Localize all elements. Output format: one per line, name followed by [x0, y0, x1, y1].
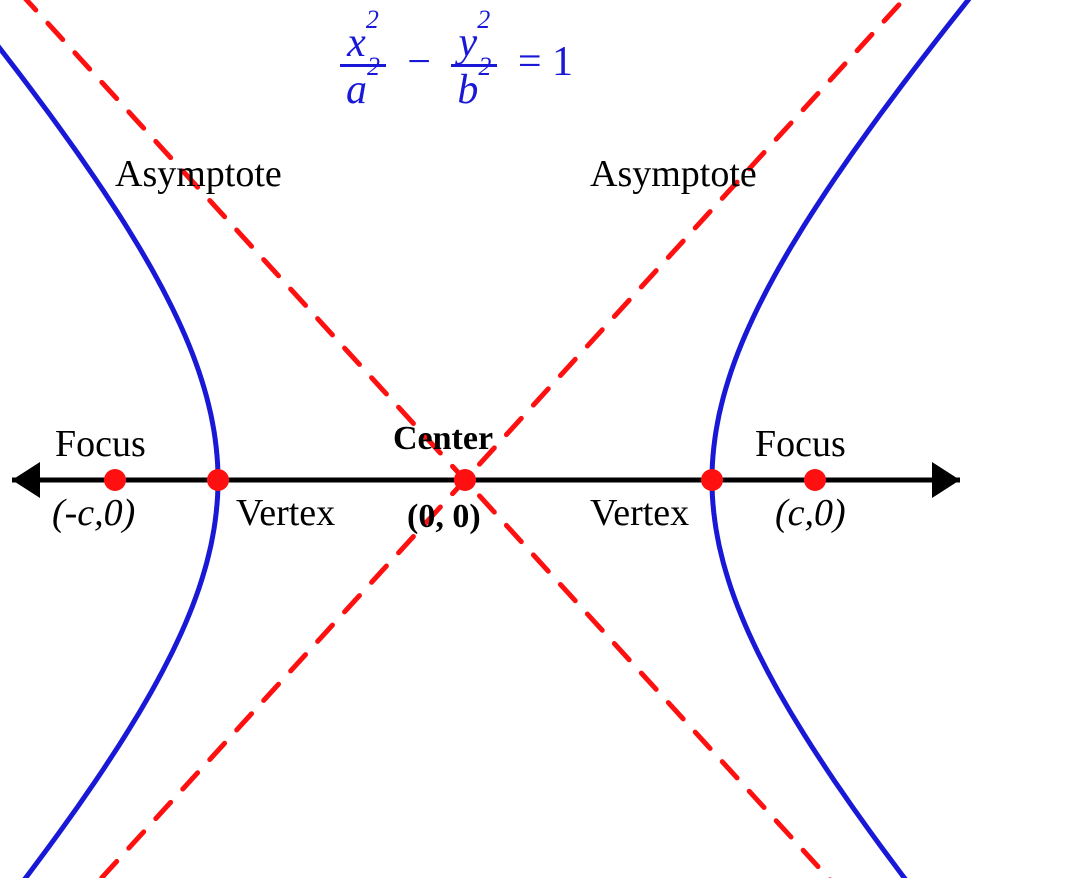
hyperbola-diagram: { "canvas": { "width": 1091, "height": 8…: [0, 0, 1091, 878]
label-vertex-left: Vertex: [236, 494, 335, 532]
label-focus-right: Focus: [755, 425, 846, 463]
point-focus-left: [104, 469, 126, 491]
point-vertex-left: [207, 469, 229, 491]
point-center: [454, 469, 476, 491]
axis-arrow-left: [12, 462, 40, 498]
label-focus-left-coord: (-c,0): [52, 494, 135, 532]
label-focus-left: Focus: [55, 425, 146, 463]
label-center: Center: [393, 422, 493, 456]
asymptote-2: [0, 0, 1091, 878]
axis-arrow-right: [932, 462, 960, 498]
label-vertex-right: Vertex: [590, 494, 689, 532]
label-asymptote-left: Asymptote: [115, 155, 282, 193]
point-focus-right: [804, 469, 826, 491]
asymptote-1: [0, 0, 1091, 878]
label-center-coord: (0, 0): [407, 500, 481, 534]
label-asymptote-right: Asymptote: [590, 155, 757, 193]
plot-svg: [0, 0, 1091, 878]
label-focus-right-coord: (c,0): [775, 494, 846, 532]
point-vertex-right: [701, 469, 723, 491]
equation: x2 a2 − y2 b2 = 1: [340, 20, 573, 111]
